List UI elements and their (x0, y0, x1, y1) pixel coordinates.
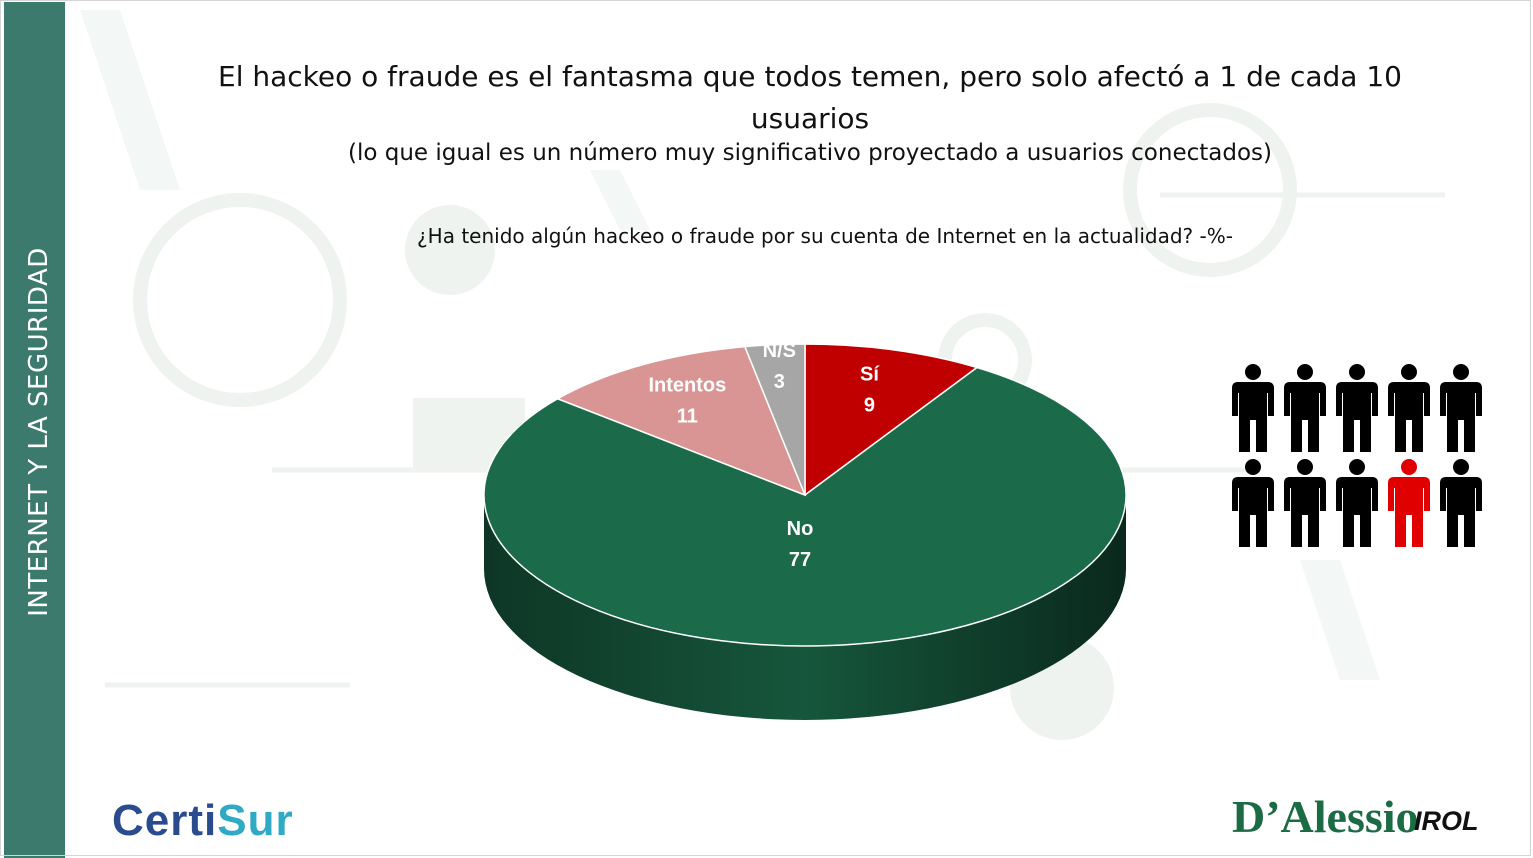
pie-slice-no (483, 366, 1127, 647)
chart-title: ¿Ha tenido algún hackeo o fraude por su … (417, 224, 1233, 248)
pie-value-no: 77 (789, 549, 811, 571)
person-icon (1336, 364, 1378, 452)
person-icon (1232, 364, 1274, 452)
sidebar: INTERNET Y LA SEGURIDAD (4, 2, 65, 858)
pie-label-intentos: Intentos (648, 374, 726, 396)
person-icon (1232, 459, 1274, 547)
pie-label-n-s: N/S (763, 340, 796, 362)
dalessio-logo: D’Alessio (1232, 791, 1419, 842)
person-icon (1336, 459, 1378, 547)
pie-value-n-s: 3 (774, 371, 785, 393)
slide-title: El hackeo o fraude es el fantasma que to… (218, 60, 1402, 135)
pie-slice-intentos (555, 345, 807, 497)
pie-slice-s- (804, 343, 979, 497)
certisur-logo: CertiSur (112, 796, 294, 846)
pie-label-s-: Sí (860, 364, 880, 386)
certisur-logo-part1: Certi (112, 796, 218, 845)
slide-subtitle: (lo que igual es un número muy significa… (348, 140, 1272, 166)
pie-value-intentos: 11 (677, 405, 698, 427)
pie-slice-n-s (743, 343, 806, 496)
pie-value-s-: 9 (864, 395, 875, 417)
irol-logo: IROL (1414, 806, 1479, 836)
pie-label-no: No (787, 518, 814, 540)
person-icon (1440, 364, 1482, 452)
person-icon-highlighted (1388, 459, 1430, 547)
pie-side-no (484, 495, 1126, 720)
people-icon-grid (1232, 364, 1482, 547)
certisur-logo-part2: Sur (217, 796, 294, 845)
person-icon (1388, 364, 1430, 452)
person-icon (1440, 459, 1482, 547)
person-icon (1284, 459, 1326, 547)
person-icon (1284, 364, 1326, 452)
